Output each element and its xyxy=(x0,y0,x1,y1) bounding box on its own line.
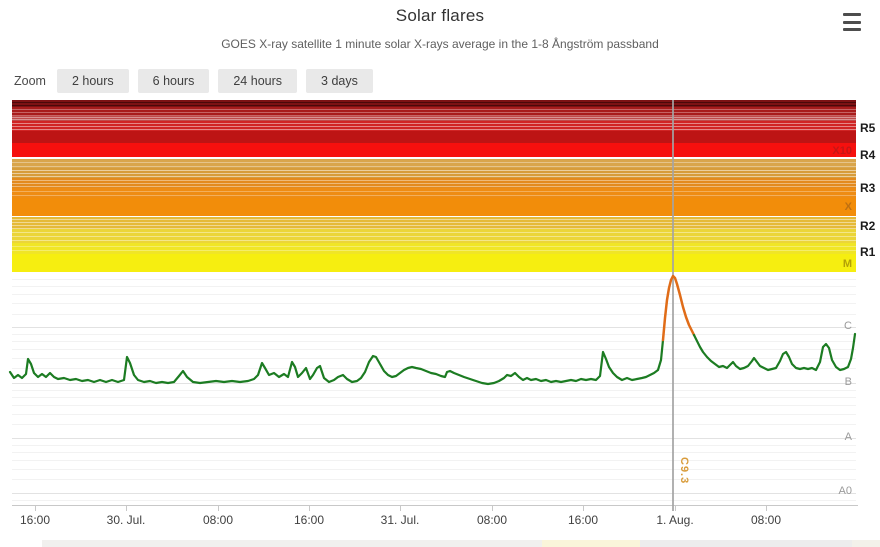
flux-class-label: X xyxy=(844,201,852,213)
minor-gridline xyxy=(12,334,856,335)
r-scale-label: R5 xyxy=(860,121,876,135)
hamburger-menu-icon[interactable] xyxy=(843,11,863,33)
flux-severity-band xyxy=(12,198,856,216)
x-axis-tick xyxy=(766,505,767,511)
navigator-strip-segment[interactable] xyxy=(640,540,852,547)
flux-class-label: C xyxy=(844,320,852,332)
flux-severity-band xyxy=(12,229,856,243)
flux-severity-band xyxy=(12,116,856,121)
flux-severity-band xyxy=(12,107,856,116)
x-axis-tick xyxy=(126,505,127,511)
flux-severity-band xyxy=(12,143,856,157)
minor-gridline xyxy=(12,479,856,480)
flux-severity-band xyxy=(12,217,856,229)
minor-gridline xyxy=(12,500,856,501)
minor-gridline xyxy=(12,294,856,295)
minor-gridline xyxy=(12,452,856,453)
minor-gridline xyxy=(12,414,856,415)
minor-gridline xyxy=(12,445,856,446)
flux-severity-band xyxy=(12,216,856,217)
x-axis-label: 16:00 xyxy=(293,513,325,527)
minor-gridline xyxy=(12,469,856,470)
x-axis-tick xyxy=(35,505,36,511)
flux-severity-band xyxy=(12,254,856,272)
flare-annotation-label: C9.3 xyxy=(678,457,690,485)
flux-severity-band xyxy=(12,178,856,188)
r-scale-label: R1 xyxy=(860,245,876,259)
r-scale-label: R3 xyxy=(860,181,876,195)
minor-gridline xyxy=(12,405,856,406)
r-scale-label: R4 xyxy=(860,148,876,162)
r-scale-label: R2 xyxy=(860,219,876,233)
zoom-toolbar: Zoom 2 hours 6 hours 24 hours 3 days xyxy=(14,69,373,93)
x-axis-line xyxy=(12,505,858,506)
chart-subtitle: GOES X-ray satellite 1 minute solar X-ra… xyxy=(221,37,659,51)
flux-class-label: M xyxy=(842,258,852,270)
x-axis-tick xyxy=(675,505,676,511)
x-axis-label: 1. Aug. xyxy=(656,513,694,527)
major-gridline xyxy=(12,327,856,328)
zoom-3-days-button[interactable]: 3 days xyxy=(306,69,373,93)
x-axis-label: 08:00 xyxy=(202,513,234,527)
major-gridline xyxy=(12,383,856,384)
x-axis-label: 16:00 xyxy=(567,513,599,527)
minor-gridline xyxy=(12,397,856,398)
zoom-2-hours-button[interactable]: 2 hours xyxy=(56,69,129,93)
x-axis-label: 30. Jul. xyxy=(106,513,146,527)
flux-severity-band xyxy=(12,131,856,143)
x-axis-label: 16:00 xyxy=(19,513,51,527)
x-axis-label: 08:00 xyxy=(750,513,782,527)
flux-severity-band xyxy=(12,121,856,131)
minor-gridline xyxy=(12,349,856,350)
minor-gridline xyxy=(12,460,856,461)
minor-gridline xyxy=(12,424,856,425)
flux-class-label: A0 xyxy=(838,485,852,497)
navigator-strip-segment[interactable] xyxy=(42,540,542,547)
x-axis-tick xyxy=(309,505,310,511)
flux-class-label: X10 xyxy=(832,145,852,157)
xray-flux-line-post-flare xyxy=(692,332,857,372)
flux-severity-band xyxy=(12,168,856,178)
x-axis-label: 31. Jul. xyxy=(380,513,420,527)
hamburger-bar xyxy=(843,28,861,31)
navigator-strip-segment[interactable] xyxy=(542,540,640,547)
major-gridline xyxy=(12,493,856,494)
flux-severity-band xyxy=(12,188,856,198)
flux-severity-band xyxy=(12,159,856,168)
zoom-24-hours-button[interactable]: 24 hours xyxy=(218,69,298,93)
xray-flux-line-pre-flare xyxy=(8,338,665,386)
flux-severity-band xyxy=(12,100,856,107)
flux-severity-band xyxy=(12,157,856,159)
zoom-6-hours-button[interactable]: 6 hours xyxy=(137,69,210,93)
x-axis-tick xyxy=(492,505,493,511)
page-title: Solar flares xyxy=(395,6,485,25)
navigator-strip-segment[interactable] xyxy=(852,540,880,547)
flux-severity-band xyxy=(12,243,856,254)
x-axis-tick xyxy=(400,505,401,511)
x-axis-tick xyxy=(583,505,584,511)
major-gridline xyxy=(12,438,856,439)
minor-gridline xyxy=(12,368,856,369)
flare-time-plotline xyxy=(672,100,674,511)
minor-gridline xyxy=(12,286,856,287)
flux-class-label: B xyxy=(844,376,852,388)
zoom-label: Zoom xyxy=(14,74,46,88)
minor-gridline xyxy=(12,314,856,315)
minor-gridline xyxy=(12,341,856,342)
hamburger-bar xyxy=(843,13,861,16)
flux-class-label: A xyxy=(844,431,852,443)
minor-gridline xyxy=(12,279,856,280)
minor-gridline xyxy=(12,390,856,391)
hamburger-bar xyxy=(843,20,861,24)
x-axis-tick xyxy=(218,505,219,511)
minor-gridline xyxy=(12,358,856,359)
x-axis-label: 08:00 xyxy=(476,513,508,527)
minor-gridline xyxy=(12,303,856,304)
